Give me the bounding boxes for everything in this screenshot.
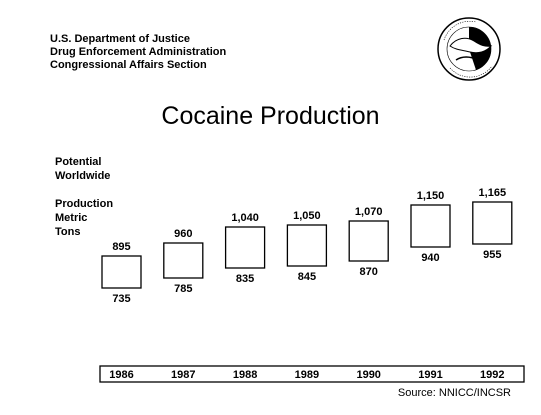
high-label-1989: 1,050 [293,210,321,222]
year-tick-1989: 1989 [295,369,319,381]
range-bar-1989 [286,224,328,267]
y-label-line-2: Worldwide [55,170,111,182]
year-tick-1990: 1990 [356,369,380,381]
high-label-1991: 1,150 [417,190,445,202]
agency-line-dea: Drug Enforcement Administration [50,46,227,58]
range-bar-1991 [410,204,451,248]
low-label-1990: 870 [360,266,378,278]
range-bar-1992 [472,201,513,245]
agency-line-department: U.S. Department of Justice [50,33,190,45]
low-label-1987: 785 [174,283,192,295]
high-label-1986: 895 [112,241,130,253]
y-label-potential: Potential Worldwide [55,155,110,183]
low-label-1991: 940 [421,252,439,264]
high-label-1990: 1,070 [355,206,383,218]
chart-title: Cocaine Production [161,102,380,130]
y-label-line-5: Tons [55,226,81,238]
y-label-line-4: Metric [55,212,88,224]
low-label-1989: 845 [298,271,316,283]
agency-header: U.S. Department of Justice Drug Enforcem… [50,33,226,72]
dea-seal-icon [437,17,501,81]
low-label-1986: 735 [112,293,130,305]
range-bar-1987 [163,242,204,279]
year-tick-1987: 1987 [171,369,195,381]
year-axis-strip [99,365,525,383]
agency-line-section: Congressional Affairs Section [50,59,207,71]
high-label-1992: 1,165 [479,187,507,199]
y-label-line-3: Production [55,198,114,210]
range-bar-1988 [224,226,266,269]
year-tick-1986: 1986 [109,369,133,381]
high-label-1987: 960 [174,228,192,240]
range-bar-1990 [348,220,389,262]
y-label-production: Production Metric Tons [55,197,113,239]
year-tick-1988: 1988 [233,369,257,381]
range-bar-1986 [101,255,142,289]
low-label-1988: 835 [236,273,254,285]
high-label-1988: 1,040 [231,212,259,224]
year-tick-1992: 1992 [480,369,504,381]
source-note: Source: NNICC/INCSR [397,387,511,399]
year-tick-1991: 1991 [418,369,442,381]
y-label-line-1: Potential [55,156,102,168]
low-label-1992: 955 [483,249,501,261]
